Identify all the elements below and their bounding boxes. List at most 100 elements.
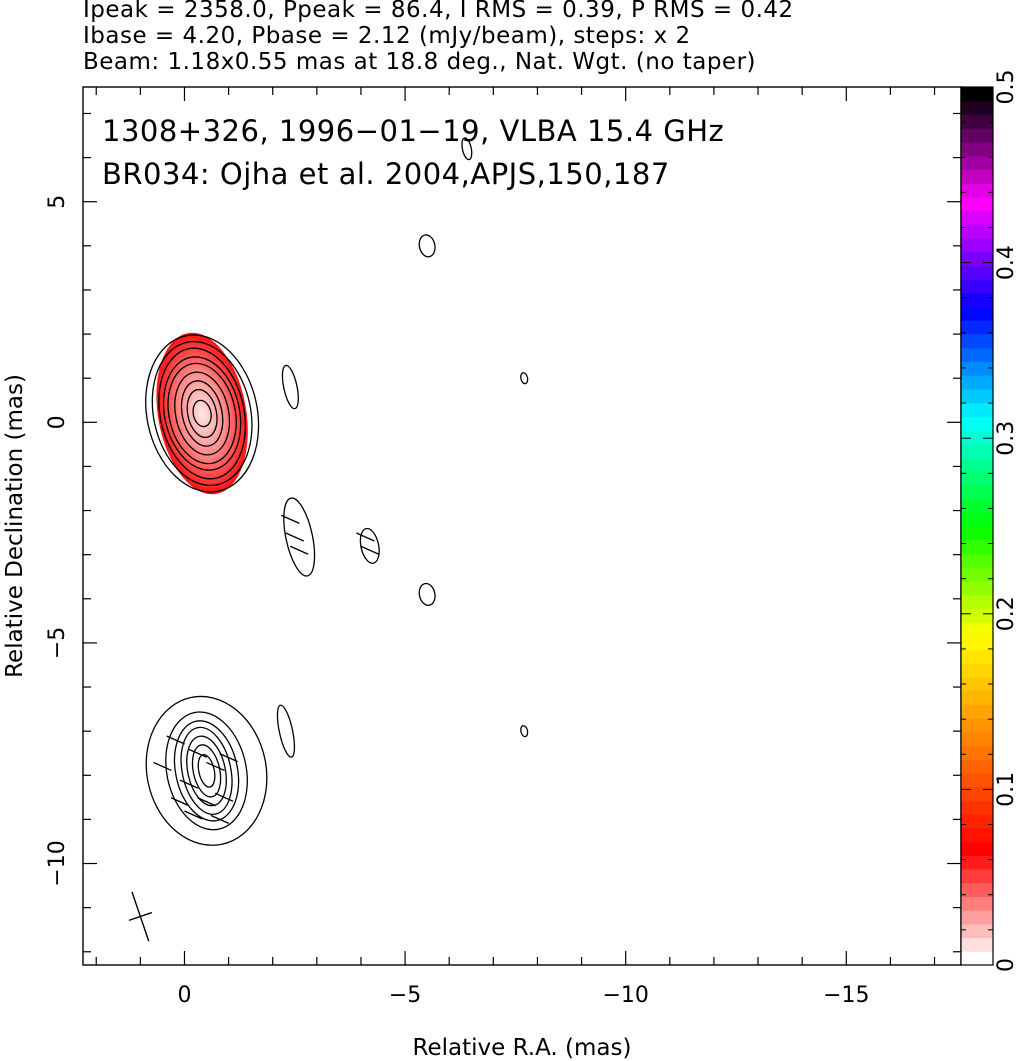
plot-frame: [82, 86, 962, 966]
header-line-1: Ipeak = 2358.0, Ppeak = 86.4, I RMS = 0.…: [83, 0, 794, 23]
colorbar-segment: [961, 635, 993, 651]
polarization-vector: [179, 779, 199, 789]
polarization-vectors: [153, 514, 380, 824]
colorbar-segment: [961, 87, 993, 102]
colorbar-segment: [961, 361, 993, 376]
polarization-vector: [188, 748, 207, 758]
colorbar-tick-label: 0: [994, 958, 1019, 972]
colorbar-segment: [961, 622, 993, 637]
polarization-vector: [219, 753, 238, 763]
core-contour-2: [151, 340, 253, 487]
polarization-intensity-map: [156, 332, 248, 495]
core-contour-9: [192, 399, 212, 428]
x-tick-label: −5: [389, 983, 421, 1008]
south-component-contour-1: [145, 695, 268, 846]
colorbar-segment: [961, 649, 993, 664]
blob-contour-1: [520, 725, 529, 738]
colorbar-segment: [961, 827, 993, 843]
blob-contour-1: [283, 497, 316, 577]
colorbar-segment: [961, 580, 993, 596]
colorbar-segment: [961, 429, 993, 445]
colorbar-segment: [961, 868, 993, 884]
colorbar-segment: [961, 402, 993, 417]
colorbar-segment: [961, 292, 993, 308]
y-tick-label: −10: [45, 840, 70, 886]
header-line-2: Ibase = 4.20, Pbase = 2.12 (mJy/beam), s…: [83, 23, 691, 49]
colorbar-segment: [961, 347, 993, 362]
colorbar-segment: [961, 526, 993, 541]
colorbar-segment: [961, 306, 993, 321]
colorbar-segment: [961, 210, 993, 225]
colorbar-segment: [961, 882, 993, 898]
colorbar-segment: [961, 772, 993, 788]
colorbar-segment: [961, 608, 993, 623]
polarization-vector: [356, 532, 375, 542]
polarization-vector: [170, 797, 190, 807]
y-tick-label: −5: [45, 627, 70, 659]
core-contour-5: [167, 362, 237, 465]
colorbar-segment: [961, 759, 993, 774]
polarization-vector: [206, 761, 225, 772]
colorbar-segment: [961, 457, 993, 472]
colorbar-segment: [961, 594, 993, 609]
south-component-contour-2: [165, 711, 248, 831]
colorbar-segment: [961, 237, 993, 253]
colorbar-segment: [961, 388, 993, 404]
colorbar-segment: [961, 663, 993, 678]
polarization-vector: [289, 545, 309, 555]
polarization-vector: [285, 532, 305, 542]
colorbar-segment: [961, 512, 993, 527]
colorbar-segment: [961, 567, 993, 582]
blob-contour-1: [461, 137, 473, 161]
colorbar-tick-label: 0.2: [994, 596, 1019, 631]
colorbar-segment: [961, 100, 993, 116]
colorbar-segment: [961, 896, 993, 911]
colorbar-tick-label: 0.3: [994, 421, 1019, 456]
blob-contour-1: [276, 704, 296, 758]
colorbar-tick-label: 0.5: [994, 70, 1019, 105]
colorbar-segment: [961, 484, 993, 500]
x-axis-label: Relative R.A. (mas): [413, 1035, 632, 1061]
polarization-vector: [214, 792, 234, 802]
colorbar-segment: [961, 731, 993, 747]
colorbar-segment: [961, 141, 993, 157]
y-tick-label: 0: [45, 415, 70, 429]
polarization-vector: [360, 545, 380, 555]
beam-minor-axis: [128, 911, 153, 922]
colorbar-segment: [961, 443, 993, 459]
colorbar-segment: [961, 553, 993, 568]
polarization-vector: [210, 814, 230, 824]
polarization-vector: [153, 761, 172, 772]
colorbar: 0 0.1 0.2 0.3 0.4 0.5: [960, 70, 1019, 972]
colorbar-segment: [961, 745, 993, 760]
south-component-contour-4: [180, 726, 233, 815]
colorbar-segment: [961, 718, 993, 733]
polarization-intensity-core: [156, 332, 248, 495]
x-tick-label: 0: [177, 983, 191, 1008]
colorbar-segment: [961, 910, 993, 925]
colorbar-segment: [961, 251, 993, 266]
colorbar-segment: [961, 183, 993, 198]
polarization-vector: [197, 797, 216, 807]
x-tick-label: −15: [823, 983, 869, 1008]
colorbar-segment: [961, 704, 993, 719]
colorbar-segment: [961, 114, 993, 129]
panel-title-line-1: 1308+326, 1996−01−19, VLBA 15.4 GHz: [102, 114, 724, 148]
colorbar-tick-label: 0.4: [994, 245, 1019, 280]
beam-marker: [128, 891, 153, 942]
colorbar-segment: [961, 676, 993, 692]
colorbar-segment: [961, 265, 993, 280]
blob-contour-1: [359, 527, 380, 564]
polarization-vector: [166, 735, 185, 745]
colorbar-segment: [961, 196, 993, 212]
colorbar-segment: [961, 923, 993, 939]
colorbar-segment: [961, 539, 993, 555]
core-contour-1: [145, 334, 260, 493]
colorbar-segment: [961, 814, 993, 829]
colorbar-segment: [961, 169, 993, 184]
colorbar-segment: [961, 800, 993, 815]
y-axis-label: Relative Declination (mas): [2, 374, 28, 678]
colorbar-segment: [961, 690, 993, 705]
colorbar-segment: [961, 279, 993, 294]
